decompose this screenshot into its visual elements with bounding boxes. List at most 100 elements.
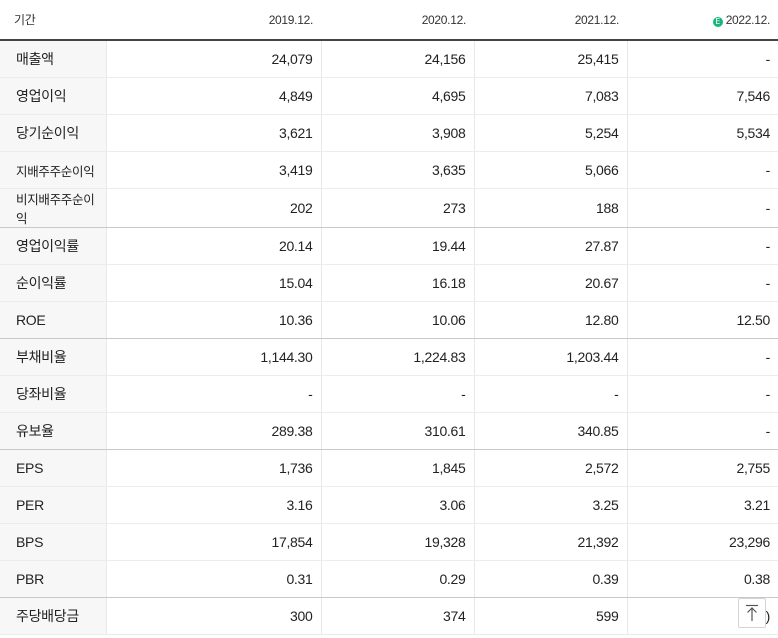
table-cell: - xyxy=(320,375,474,413)
row-label: ROE xyxy=(0,301,106,339)
table-row: 지배주주순이익 3,419 3,635 5,066 - xyxy=(0,151,778,189)
period-header-2019: 2019.12. xyxy=(106,0,321,41)
table-cell: 20.67 xyxy=(473,264,627,302)
table-cell: 1,845 xyxy=(320,449,474,487)
period-header-2022: E 2022.12. xyxy=(627,0,778,41)
table-cell: 10.36 xyxy=(105,301,321,339)
table-cell: 27.87 xyxy=(473,227,627,265)
row-label: 영업이익률 xyxy=(0,227,106,265)
table-cell: - xyxy=(626,264,778,302)
table-cell: 3.16 xyxy=(105,486,321,524)
table-cell: 23,296 xyxy=(626,523,778,561)
table-cell: 3,621 xyxy=(105,114,321,152)
row-label: 지배주주순이익 xyxy=(0,151,106,189)
table-row: ROE 10.36 10.06 12.80 12.50 xyxy=(0,301,778,339)
table-cell: 0.39 xyxy=(473,560,627,598)
table-cell: - xyxy=(626,412,778,450)
table-row: PER 3.16 3.06 3.25 3.21 xyxy=(0,486,778,524)
table-cell: - xyxy=(626,151,778,189)
estimate-badge-icon: E xyxy=(712,16,723,27)
table-cell: 273 xyxy=(320,188,474,228)
table-cell: 0.29 xyxy=(320,560,474,598)
table-cell: 15.04 xyxy=(105,264,321,302)
table-cell: 374 xyxy=(320,597,474,635)
row-label: PBR xyxy=(0,560,106,598)
table-cell: 20.14 xyxy=(105,227,321,265)
table-row: 당좌비율 - - - - xyxy=(0,375,778,413)
table-row: 매출액 24,079 24,156 25,415 - xyxy=(0,40,778,78)
table-cell: 300 xyxy=(105,597,321,635)
table-row: 비지배주주순이익 202 273 188 - xyxy=(0,188,778,228)
period-header-2022-label: 2022.12. xyxy=(725,12,771,27)
row-label: EPS xyxy=(0,449,106,487)
table-cell: 3.25 xyxy=(473,486,627,524)
table-cell: 21,392 xyxy=(473,523,627,561)
table-cell: - xyxy=(473,375,627,413)
table-cell: 2,755 xyxy=(626,449,778,487)
table-cell: - xyxy=(626,338,778,376)
table-cell: 25,415 xyxy=(473,40,627,78)
table-row: 영업이익 4,849 4,695 7,083 7,546 xyxy=(0,77,778,115)
table-cell: 289.38 xyxy=(105,412,321,450)
table-cell: 3,635 xyxy=(320,151,474,189)
table-header-row: 기간 2019.12. 2020.12. 2021.12. E 2022.12. xyxy=(0,0,778,41)
table-cell: 3.21 xyxy=(626,486,778,524)
table-cell: 340.85 xyxy=(473,412,627,450)
table-cell: 3,908 xyxy=(320,114,474,152)
table-cell: 310.61 xyxy=(320,412,474,450)
table-cell: - xyxy=(105,375,321,413)
arrow-up-icon xyxy=(746,604,758,621)
row-label: 주당배당금 xyxy=(0,597,106,635)
table-cell: 1,224.83 xyxy=(320,338,474,376)
period-header-2021: 2021.12. xyxy=(474,0,627,41)
table-cell: 3,419 xyxy=(105,151,321,189)
table-cell: 5,534 xyxy=(626,114,778,152)
table-cell: 202 xyxy=(105,188,321,228)
scroll-to-top-button[interactable] xyxy=(738,598,766,628)
table-cell: 4,695 xyxy=(320,77,474,115)
table-cell: 24,156 xyxy=(320,40,474,78)
row-label: 유보율 xyxy=(0,412,106,450)
table-row: 부채비율 1,144.30 1,224.83 1,203.44 - xyxy=(0,338,778,376)
table-cell: 188 xyxy=(473,188,627,228)
table-cell: 1,203.44 xyxy=(473,338,627,376)
table-cell: 7,083 xyxy=(473,77,627,115)
table-cell: 12.50 xyxy=(626,301,778,339)
row-label: 매출액 xyxy=(0,40,106,78)
table-cell: 4,849 xyxy=(105,77,321,115)
table-cell: 5,066 xyxy=(473,151,627,189)
row-label: 영업이익 xyxy=(0,77,106,115)
row-label: 비지배주주순이익 xyxy=(0,188,106,228)
table-cell: 3.06 xyxy=(320,486,474,524)
table-cell: 1,144.30 xyxy=(105,338,321,376)
table-row: 영업이익률 20.14 19.44 27.87 - xyxy=(0,227,778,265)
row-label: PER xyxy=(0,486,106,524)
row-label: 당좌비율 xyxy=(0,375,106,413)
table-row: PBR 0.31 0.29 0.39 0.38 xyxy=(0,560,778,598)
table-row: EPS 1,736 1,845 2,572 2,755 xyxy=(0,449,778,487)
table-cell: 5,254 xyxy=(473,114,627,152)
table-cell: - xyxy=(626,227,778,265)
row-label: 순이익률 xyxy=(0,264,106,302)
period-header-2020: 2020.12. xyxy=(321,0,474,41)
table-cell: - xyxy=(626,375,778,413)
table-cell: 19.44 xyxy=(320,227,474,265)
table-cell: 2,572 xyxy=(473,449,627,487)
table-row: 당기순이익 3,621 3,908 5,254 5,534 xyxy=(0,114,778,152)
table-cell: - xyxy=(626,40,778,78)
table-cell: - xyxy=(626,188,778,228)
table-cell: 599 xyxy=(473,597,627,635)
table-cell: 10.06 xyxy=(320,301,474,339)
table-row: BPS 17,854 19,328 21,392 23,296 xyxy=(0,523,778,561)
table-cell: 17,854 xyxy=(105,523,321,561)
table-row: 유보율 289.38 310.61 340.85 - xyxy=(0,412,778,450)
table-cell: 1,736 xyxy=(105,449,321,487)
table-cell: 12.80 xyxy=(473,301,627,339)
table-cell: 24,079 xyxy=(105,40,321,78)
table-cell: 0.31 xyxy=(105,560,321,598)
table-cell: 16.18 xyxy=(320,264,474,302)
period-label-header: 기간 xyxy=(0,0,106,41)
row-label: 부채비율 xyxy=(0,338,106,376)
table-cell: 0.38 xyxy=(626,560,778,598)
